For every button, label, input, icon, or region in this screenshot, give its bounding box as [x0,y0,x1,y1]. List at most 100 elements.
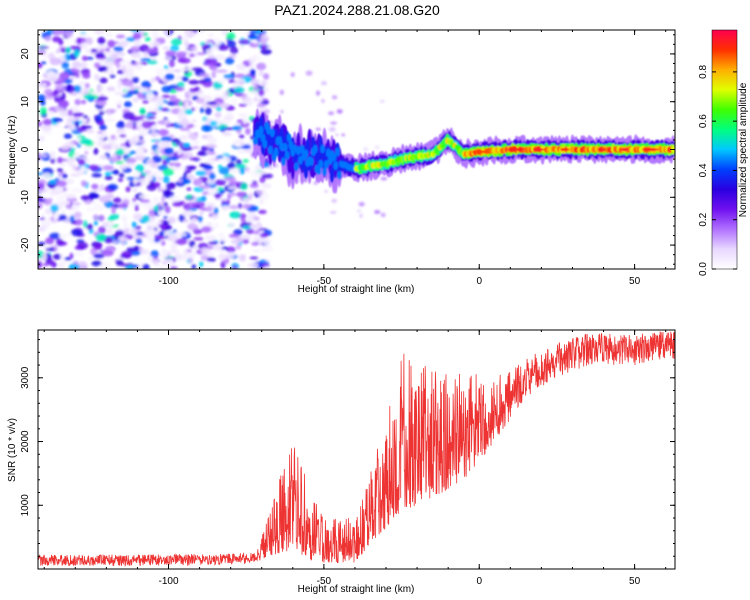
heatmap-cell [61,61,70,69]
heatmap-cell [220,119,232,125]
heatmap-cell [127,153,132,157]
heatmap-cell [169,156,179,161]
heatmap-cell [155,68,165,76]
heatmap-cell [143,51,149,58]
heatmap-cell [258,88,265,97]
heatmap-cell [88,193,100,199]
heatmap-cell [56,168,64,173]
heatmap-cell [261,38,267,46]
heatmap-cell [166,234,179,242]
heatmap-cell [249,30,258,35]
heatmap-cell [45,95,54,100]
heatmap-cell [205,48,214,55]
heatmap-cell [40,125,52,132]
heatmap-cell [147,230,159,236]
heatmap-cell [305,70,313,76]
heatmap-cell [70,204,79,211]
heatmap-cell [222,197,228,201]
heatmap-cell [192,245,198,250]
heatmap-cell [363,147,369,152]
heatmap-cell [66,118,77,123]
snr-x-label: Height of straight line (km) [298,584,415,595]
heatmap-cell [59,109,70,117]
heatmap-cell [279,89,284,96]
heatmap-cell [110,134,115,140]
heatmap-cell [61,190,68,197]
heatmap-cell [229,211,241,219]
heatmap-cell [56,195,66,201]
heatmap-cell [232,125,241,131]
heatmap-cell [169,195,181,204]
heatmap-cell [249,183,259,189]
heatmap-cell [159,140,171,148]
heatmap-cell [145,91,155,100]
heatmap-cell [131,76,139,84]
heatmap-cell [247,262,259,269]
heatmap-cell [43,198,52,206]
heatmap-cell [71,187,83,194]
heatmap-cell [42,118,53,126]
heatmap-cell [47,110,55,116]
heatmap-cell [101,131,107,138]
heatmap-cell [96,114,103,122]
heatmap-cell [98,226,106,234]
heatmap-cell [61,173,68,179]
heatmap-cell [66,84,72,91]
heatmap-cell [186,44,196,48]
heatmap-cell [54,185,65,192]
heatmap-cell [60,144,70,151]
heatmap-cell [125,162,135,168]
heatmap-cell [77,80,87,87]
heatmap-cell [56,238,64,247]
heatmap-cell [188,257,194,264]
heatmap-cell [213,222,220,229]
heatmap-cell [168,249,180,254]
heatmap-cell [115,161,124,165]
heatmap-cell [72,218,84,226]
heatmap-cell [134,164,145,172]
heatmap-cell [129,201,142,208]
heatmap-cell [102,249,114,257]
heatmap-cell [186,174,195,180]
heatmap-cell [88,164,100,171]
heatmap-cell [104,175,113,181]
heatmap-cells [38,30,675,269]
heatmap-cell [81,55,88,62]
heatmap-cell [66,206,73,210]
y-tick-label: 20 [20,48,31,60]
heatmap-cell [99,154,108,160]
heatmap-cell [61,92,66,101]
heatmap-cell [242,197,251,203]
heatmap-cell [128,150,137,155]
heatmap-cell [341,133,346,137]
heatmap-cell [97,36,106,45]
heatmap-cell [195,170,207,176]
heatmap-cell [240,121,250,128]
heatmap-cell [279,142,284,151]
heatmap-cell [204,235,217,241]
heatmap-cell [170,138,181,143]
heatmap-cell [151,151,159,156]
heatmap-cell [57,77,66,84]
colorbar-tick-label: 0.2 [698,212,709,226]
heatmap-cell [72,112,84,118]
heatmap-cell [142,100,150,104]
heatmap-cell [63,133,72,139]
heatmap-cell [176,51,188,55]
heatmap-cell [185,194,193,199]
heatmap-cell [226,254,236,259]
heatmap-cell [61,200,71,205]
heatmap-cell [316,166,322,176]
heatmap-cell [227,194,232,200]
heatmap-cell [260,43,267,51]
heatmap-cell [133,178,138,185]
heatmap-cell [620,147,629,152]
heatmap-cell [242,225,252,230]
heatmap-cell [252,85,258,89]
heatmap-cell [138,139,146,144]
heatmap-cell [157,210,165,214]
heatmap-cell [249,62,254,70]
heatmap-cell [160,240,166,246]
heatmap-cell [150,77,156,83]
heatmap-cell [241,234,252,240]
